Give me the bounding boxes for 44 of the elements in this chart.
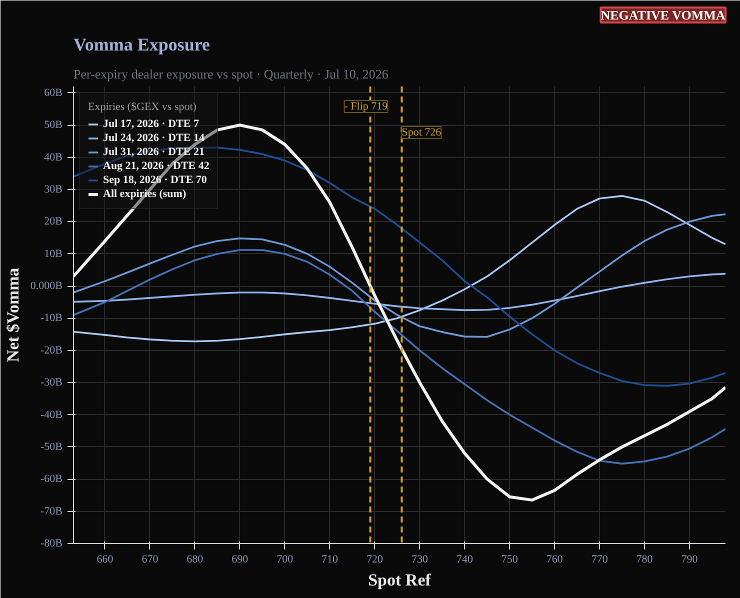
x-tick-label: 790 [681, 554, 698, 566]
y-tick-label: -20B [40, 344, 62, 356]
line-series [74, 272, 726, 312]
x-tick-label: 720 [366, 554, 384, 566]
y-tick-label: 0.000B [30, 280, 63, 292]
legend-label: Jul 17, 2026 · DTE 7 [103, 118, 199, 130]
x-tick-label: 740 [456, 554, 474, 566]
x-tick-label: 680 [186, 554, 204, 566]
y-tick-label: -10B [40, 312, 62, 324]
y-tick-label: -60B [40, 473, 62, 486]
x-tick-label: 690 [232, 554, 249, 566]
x-tick-label: 770 [591, 554, 608, 566]
chart-subtitle: Per-expiry dealer exposure vs spot · Quarterly · Jul 10, 2026 [74, 66, 389, 82]
x-tick-label: 730 [411, 554, 428, 566]
y-tick-label: -50B [40, 440, 62, 453]
chart-title: Vomma Exposure [74, 34, 210, 54]
y-tick-label: -30B [40, 376, 62, 389]
line-series [74, 213, 726, 338]
x-tick-label: 700 [276, 554, 294, 566]
x-tick-label: 780 [636, 554, 654, 566]
line-series [74, 146, 726, 387]
y-axis-title: Net $Vomma [3, 267, 22, 362]
x-tick-label: 660 [96, 554, 114, 566]
x-tick-label: 760 [546, 554, 564, 566]
legend-title: Expiries ($GEX vs spot) [88, 101, 198, 113]
legend-label: Aug 21, 2026 · DTE 42 [103, 160, 210, 172]
legend-label: Jul 24, 2026 · DTE 14 [103, 132, 204, 144]
ref-line-label: Spot 726 [402, 126, 442, 138]
y-tick-label: 60B [44, 86, 63, 99]
x-tick-label: 710 [322, 554, 339, 566]
x-tick-label: 670 [142, 554, 159, 566]
y-tick-label: -70B [40, 505, 62, 518]
y-tick-label: -40B [40, 408, 62, 421]
y-tick-label: 20B [44, 216, 63, 228]
y-tick-label: 50B [44, 119, 63, 132]
text: NEGATIVE VOMMA [600, 8, 726, 22]
x-tick-label: 750 [501, 554, 518, 566]
x-axis-title: Spot Ref [368, 570, 432, 590]
y-tick-label: 10B [44, 248, 63, 260]
y-tick-label: 30B [44, 183, 63, 196]
line-series [74, 249, 726, 465]
y-tick-label: 40B [44, 151, 63, 164]
y-tick-label: -80B [40, 538, 62, 550]
ref-line-label: - Flip 719 [344, 100, 388, 112]
